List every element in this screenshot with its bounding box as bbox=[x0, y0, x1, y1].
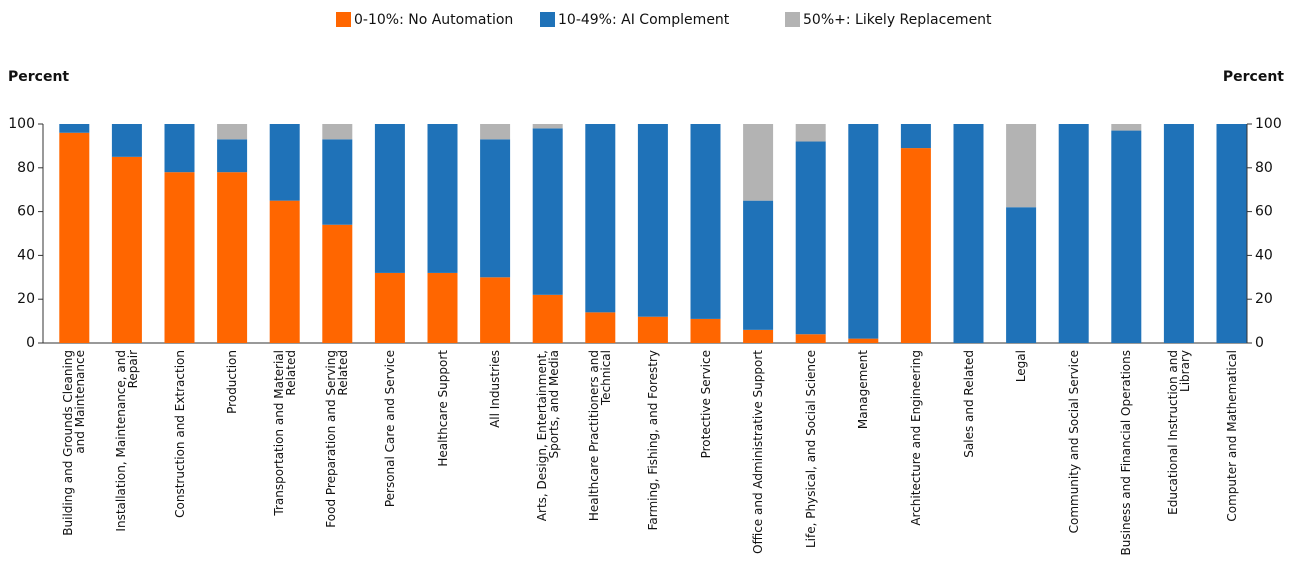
x-tick-label: Building and Grounds Cleaning and Mainte… bbox=[61, 350, 88, 536]
bar-segment bbox=[690, 124, 721, 319]
y-tick-label: 60 bbox=[17, 204, 35, 220]
bar-segment bbox=[427, 272, 458, 343]
x-tick-label: Transportation and Material Related bbox=[271, 350, 298, 516]
bar-segment bbox=[795, 124, 826, 142]
bar-segment bbox=[269, 124, 300, 201]
y-axis-label: Percent bbox=[8, 69, 69, 85]
y2-tick-label: 0 bbox=[1255, 335, 1264, 351]
bar-segment bbox=[585, 124, 616, 313]
bar-segment bbox=[111, 156, 142, 343]
legend-swatch bbox=[336, 12, 351, 27]
x-tick-label: Legal bbox=[1014, 350, 1029, 383]
bar-segment bbox=[795, 334, 826, 343]
x-tick-label: Food Preparation and Serving Related bbox=[324, 350, 351, 528]
bar-segment bbox=[1163, 124, 1194, 343]
bar-segment bbox=[532, 124, 563, 129]
y-tick-label: 80 bbox=[17, 160, 35, 176]
bar-segment bbox=[374, 272, 405, 343]
bar-segment bbox=[1006, 207, 1037, 343]
bar-segment bbox=[532, 128, 563, 295]
x-tick-label: Computer and Mathematical bbox=[1224, 350, 1239, 522]
bar-segment bbox=[322, 139, 353, 225]
bar-segment bbox=[743, 124, 774, 201]
bar-segment bbox=[217, 172, 248, 343]
bar-segment bbox=[322, 224, 353, 343]
bar-segment bbox=[637, 124, 668, 317]
bar-segment bbox=[690, 318, 721, 343]
bar-segment bbox=[322, 124, 353, 140]
bar-segment bbox=[848, 124, 879, 339]
bar-segment bbox=[1111, 124, 1142, 131]
bar-segment bbox=[59, 124, 90, 133]
x-tick-label: Educational Instruction and Library bbox=[1165, 350, 1192, 515]
x-tick-label: Management bbox=[856, 350, 871, 430]
y2-tick-label: 20 bbox=[1255, 291, 1273, 307]
bar-segment bbox=[217, 139, 248, 173]
bar-segment bbox=[480, 277, 511, 343]
x-tick-label: Sales and Related bbox=[961, 350, 976, 458]
y-tick-label: 100 bbox=[8, 116, 35, 132]
legend-label: 50%+: Likely Replacement bbox=[803, 12, 992, 28]
y2-tick-label: 80 bbox=[1255, 160, 1273, 176]
bar-segment bbox=[164, 124, 195, 173]
bar-segment bbox=[374, 124, 405, 273]
y-tick-label: 20 bbox=[17, 291, 35, 307]
bar-segment bbox=[743, 200, 774, 330]
x-tick-label: Production bbox=[225, 350, 240, 414]
y2-tick-label: 100 bbox=[1255, 116, 1282, 132]
bar-segment bbox=[164, 172, 195, 343]
bar-segment bbox=[743, 329, 774, 343]
bar-segment bbox=[111, 124, 142, 157]
x-tick-label: Construction and Extraction bbox=[172, 350, 187, 518]
bar-segment bbox=[59, 132, 90, 343]
x-tick-label: Life, Physical, and Social Science bbox=[803, 350, 818, 548]
legend-label: 10-49%: AI Complement bbox=[558, 12, 730, 28]
legend-swatch bbox=[540, 12, 555, 27]
legend-label: 0-10%: No Automation bbox=[354, 12, 513, 28]
x-tick-label: Farming, Fishing, and Forestry bbox=[645, 350, 660, 531]
x-tick-label: Protective Service bbox=[698, 350, 713, 459]
x-tick-label: Business and Financial Operations bbox=[1119, 350, 1134, 556]
bar-segment bbox=[900, 124, 931, 149]
bar-segment bbox=[480, 139, 511, 278]
bar-segment bbox=[795, 141, 826, 335]
y-tick-label: 0 bbox=[26, 335, 35, 351]
x-tick-label: Installation, Maintenance, and Repair bbox=[113, 350, 140, 532]
bar-segment bbox=[532, 294, 563, 343]
bar-segment bbox=[1058, 124, 1089, 343]
bar-segment bbox=[1111, 130, 1142, 343]
x-tick-label: Community and Social Service bbox=[1066, 350, 1081, 534]
bar-segment bbox=[848, 338, 879, 343]
x-tick-label: Personal Care and Service bbox=[382, 350, 397, 508]
y2-tick-label: 40 bbox=[1255, 247, 1273, 263]
x-tick-label: Office and Administrative Support bbox=[751, 350, 766, 554]
bar-segment bbox=[427, 124, 458, 273]
bar-segment bbox=[953, 124, 984, 343]
x-tick-label: Architecture and Engineering bbox=[908, 350, 923, 526]
bar-segment bbox=[269, 200, 300, 343]
y-tick-label: 40 bbox=[17, 247, 35, 263]
x-tick-label: All Industries bbox=[488, 350, 503, 428]
bar-segment bbox=[217, 124, 248, 140]
x-tick-label: Healthcare Support bbox=[435, 350, 450, 467]
bar-segment bbox=[480, 124, 511, 140]
x-tick-label: Healthcare Practitioners and Technical bbox=[587, 350, 614, 522]
y2-axis-label: Percent bbox=[1223, 69, 1284, 85]
bar-segment bbox=[585, 312, 616, 343]
bar-segment bbox=[1216, 124, 1247, 343]
bar-segment bbox=[900, 148, 931, 343]
x-tick-label: Arts, Design, Entertainment, Sports, and… bbox=[534, 350, 561, 522]
legend-swatch bbox=[785, 12, 800, 27]
y2-tick-label: 60 bbox=[1255, 204, 1273, 220]
bar-segment bbox=[637, 316, 668, 343]
bar-segment bbox=[1006, 124, 1037, 208]
